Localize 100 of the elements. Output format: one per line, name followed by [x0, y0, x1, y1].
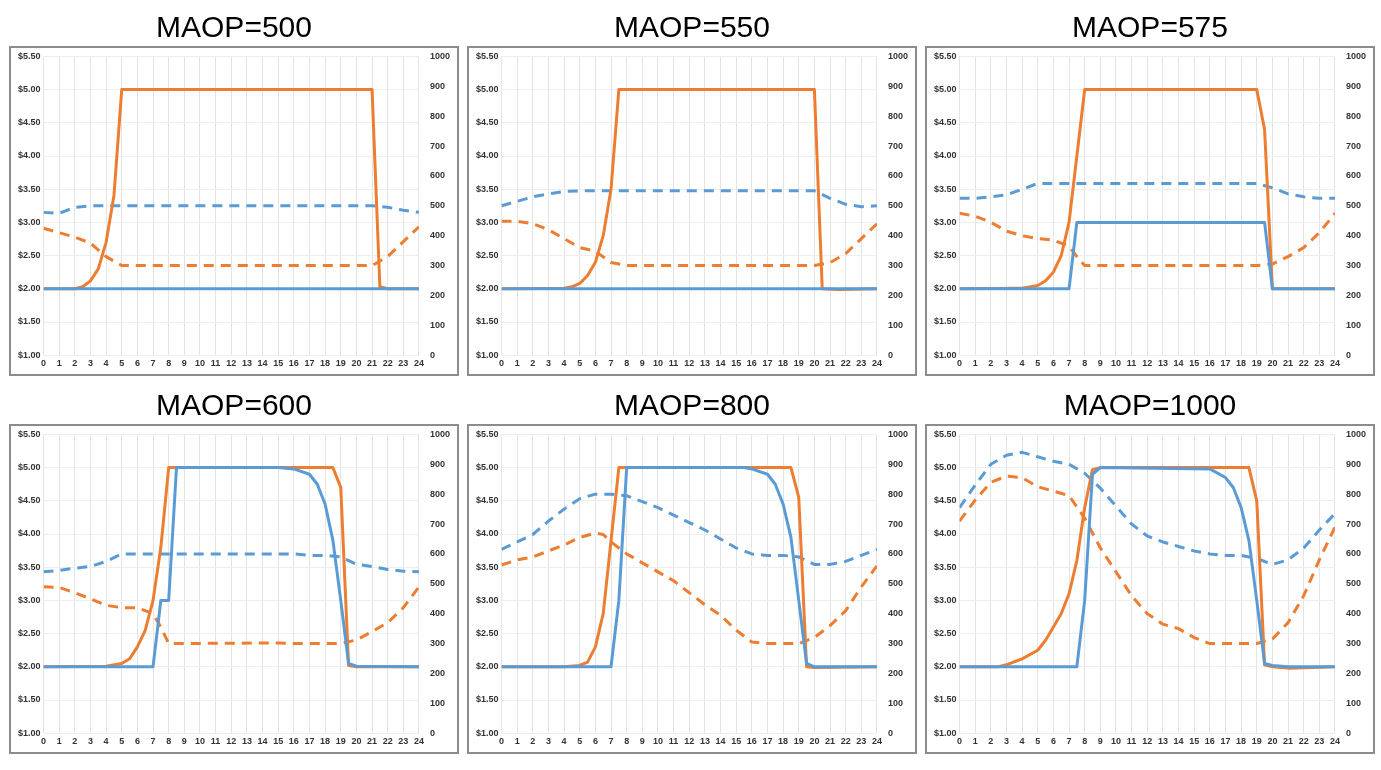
y-tick-label: $1.00: [17, 349, 41, 360]
x-tick-label: 16: [288, 736, 299, 747]
x-tick-label: 13: [241, 736, 252, 747]
y-tick-label: $2.00: [17, 283, 41, 294]
x-tick-label: 6: [592, 736, 598, 747]
y2-tick-label: 800: [887, 488, 904, 499]
y-tick-label: $3.00: [17, 594, 41, 605]
x-tick-label: 6: [134, 358, 140, 369]
x-tick-label: 6: [592, 358, 598, 369]
x-tick-label: 18: [320, 736, 331, 747]
x-tick-label: 3: [87, 736, 93, 747]
x-tick-label: 16: [746, 736, 757, 747]
y2-tick-label: 0: [1345, 727, 1351, 738]
y2-tick-label: 500: [887, 200, 904, 211]
y2-tick-label: 100: [429, 697, 446, 708]
x-tick-label: 1: [514, 736, 520, 747]
y-tick-label: $2.50: [933, 250, 957, 261]
y-tick-label: $1.00: [17, 727, 41, 738]
x-tick-label: 2: [72, 358, 78, 369]
x-tick-label: 0: [41, 358, 47, 369]
y2-tick-label: 100: [1345, 319, 1362, 330]
y2-tick-label: 100: [1345, 697, 1362, 708]
y-tick-label: $3.00: [475, 216, 499, 227]
y2-tick-label: 900: [1345, 458, 1362, 469]
y2-tick-label: 400: [1345, 230, 1362, 241]
x-tick-label: 20: [1267, 736, 1278, 747]
x-tick-label: 10: [194, 358, 205, 369]
y2-tick-label: 700: [1345, 140, 1362, 151]
y-tick-label: $4.50: [933, 117, 957, 128]
y2-tick-label: 100: [429, 319, 446, 330]
x-tick-label: 11: [1126, 736, 1137, 747]
x-tick-label: 0: [499, 358, 505, 369]
x-tick-label: 1: [972, 358, 978, 369]
y2-tick-label: 700: [887, 518, 904, 529]
x-tick-label: 5: [577, 358, 583, 369]
y-tick-label: $5.00: [475, 462, 499, 473]
x-tick-label: 12: [1142, 736, 1153, 747]
y2-tick-label: 600: [429, 170, 446, 181]
y-tick-label: $2.50: [475, 628, 499, 639]
y-tick-label: $2.00: [475, 283, 499, 294]
x-tick-label: 7: [1066, 736, 1072, 747]
y2-tick-label: 600: [887, 548, 904, 559]
y2-tick-label: 100: [887, 697, 904, 708]
x-tick-label: 0: [499, 736, 505, 747]
x-tick-label: 12: [1142, 358, 1153, 369]
y-tick-label: $3.00: [17, 216, 41, 227]
y-tick-label: $5.50: [933, 428, 957, 439]
x-tick-label: 15: [1189, 358, 1200, 369]
x-tick-label: 5: [1035, 736, 1041, 747]
x-tick-label: 4: [561, 358, 567, 369]
y-tick-label: $3.00: [933, 594, 957, 605]
x-tick-label: 22: [840, 736, 851, 747]
y2-tick-label: 800: [887, 110, 904, 121]
x-tick-label: 3: [545, 358, 551, 369]
line-series: [501, 189, 877, 209]
y-tick-label: $5.50: [17, 50, 41, 61]
x-tick-label: 0: [41, 736, 47, 747]
y2-tick-label: 400: [887, 608, 904, 619]
x-tick-label: 8: [1082, 736, 1088, 747]
x-tick-label: 20: [1267, 358, 1278, 369]
x-tick-label: 11: [1126, 358, 1137, 369]
x-tick-label: 9: [1097, 358, 1103, 369]
x-tick-label: 13: [699, 736, 710, 747]
y-tick-label: $1.50: [17, 694, 41, 705]
y2-tick-label: 500: [887, 578, 904, 589]
y2-tick-label: 600: [887, 170, 904, 181]
x-tick-label: 11: [668, 736, 679, 747]
y-tick-label: $1.50: [933, 694, 957, 705]
x-tick-label: 18: [778, 358, 789, 369]
x-tick-label: 13: [699, 358, 710, 369]
x-tick-label: 15: [731, 736, 742, 747]
x-tick-label: 14: [257, 736, 268, 747]
x-tick-label: 15: [273, 736, 284, 747]
x-tick-label: 2: [988, 358, 994, 369]
chart-title: MAOP=600: [156, 387, 312, 423]
y2-tick-label: 400: [429, 608, 446, 619]
x-tick-label: 5: [119, 736, 125, 747]
x-tick-label: 19: [335, 358, 346, 369]
x-tick-label: 4: [103, 736, 109, 747]
y-tick-label: $2.50: [17, 250, 41, 261]
x-tick-label: 18: [778, 736, 789, 747]
x-tick-label: 14: [257, 358, 268, 369]
x-tick-label: 24: [413, 358, 424, 369]
y2-tick-label: 900: [1345, 80, 1362, 91]
y-tick-label: $4.00: [933, 528, 957, 539]
y-tick-label: $3.00: [475, 594, 499, 605]
x-tick-label: 11: [210, 736, 221, 747]
y2-tick-label: 600: [429, 548, 446, 559]
x-tick-label: 13: [1157, 358, 1168, 369]
y-tick-label: $2.50: [475, 250, 499, 261]
x-tick-label: 20: [809, 736, 820, 747]
y-tick-label: $1.50: [17, 316, 41, 327]
x-tick-label: 22: [1298, 358, 1309, 369]
y-tick-label: $1.50: [475, 316, 499, 327]
y-tick-label: $3.00: [933, 216, 957, 227]
x-tick-label: 3: [1003, 358, 1009, 369]
y-tick-label: $2.00: [17, 661, 41, 672]
y2-tick-label: 200: [429, 289, 446, 300]
y2-tick-label: 600: [1345, 170, 1362, 181]
x-tick-label: 16: [1204, 736, 1215, 747]
